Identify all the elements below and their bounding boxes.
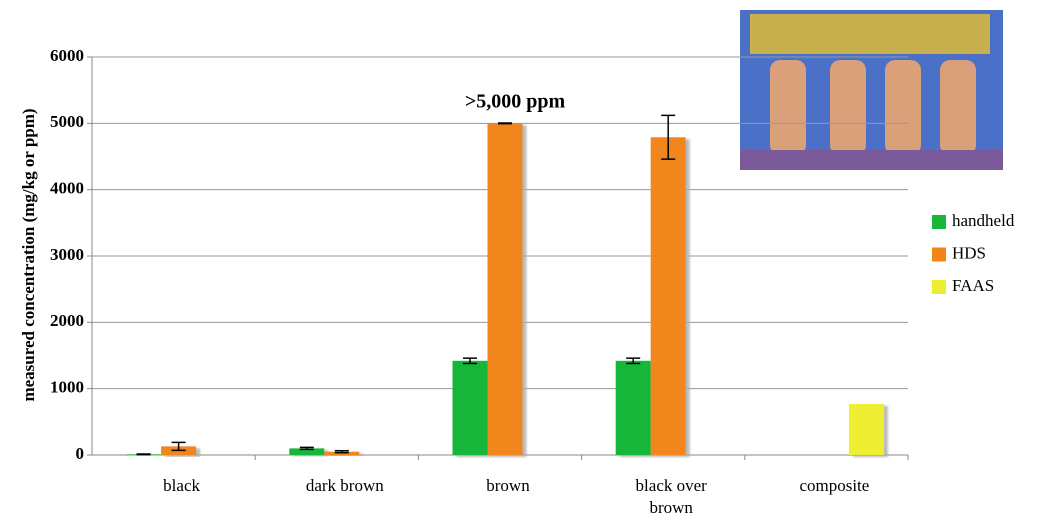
bar (849, 404, 884, 455)
error-bar (137, 454, 151, 455)
chart: measured concentration (mg/kg or ppm) >5… (0, 0, 1037, 521)
product-photo (740, 10, 1003, 170)
bar (453, 361, 488, 455)
bar (616, 361, 651, 455)
bar (651, 137, 686, 455)
legend-swatch (932, 280, 946, 294)
page: {"chart_data": {"type": "bar", "y_label"… (0, 0, 1037, 526)
y-tick-label: 2000 (50, 311, 84, 330)
legend-label: FAAS (952, 276, 994, 295)
x-tick-label: black over brown (636, 476, 708, 517)
legend-swatch (932, 215, 946, 229)
bar (488, 123, 523, 455)
y-tick-label: 5000 (50, 112, 84, 131)
y-tick-label: 4000 (50, 179, 84, 198)
x-tick-label: composite (799, 476, 869, 495)
y-tick-label: 1000 (50, 378, 84, 397)
y-axis-title: measured concentration (mg/kg or ppm) (19, 108, 38, 401)
y-tick-label: 0 (76, 444, 85, 463)
x-tick-label: brown (486, 476, 530, 495)
legend-swatch (932, 248, 946, 262)
x-tick-label: dark brown (306, 476, 384, 495)
legend-label: HDS (952, 243, 986, 262)
y-tick-label: 6000 (50, 46, 84, 65)
x-tick-label-line: brown (649, 498, 693, 517)
annotation: >5,000 ppm (465, 91, 566, 113)
x-tick-label-line: black over (636, 476, 708, 495)
error-bar (498, 123, 512, 124)
x-tick-label: black (163, 476, 200, 495)
y-tick-label: 3000 (50, 245, 84, 264)
legend-label: handheld (952, 211, 1015, 230)
